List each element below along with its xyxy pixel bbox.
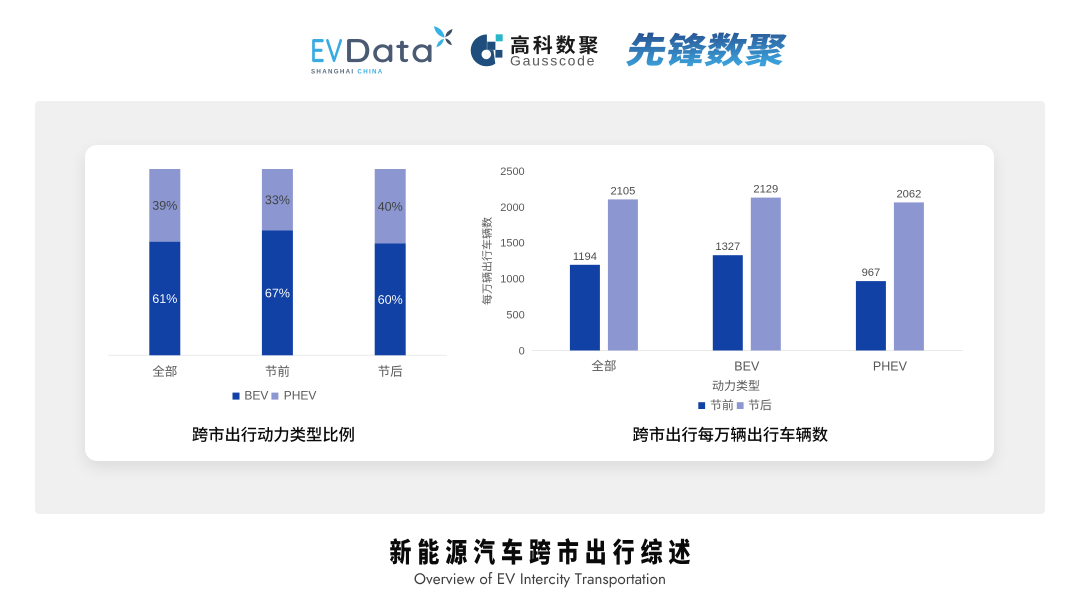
svg-text:BEV: BEV	[244, 389, 268, 403]
svg-text:2129: 2129	[753, 184, 778, 196]
svg-text:2500: 2500	[500, 166, 524, 178]
svg-text:PHEV: PHEV	[873, 359, 908, 373]
svg-text:SHANGHAI CHINA: SHANGHAI CHINA	[311, 69, 384, 76]
svg-text:1000: 1000	[500, 274, 524, 286]
svg-text:2000: 2000	[500, 202, 524, 214]
svg-text:Gausscode: Gausscode	[510, 52, 596, 68]
svg-text:500: 500	[506, 310, 524, 322]
svg-text:PHEV: PHEV	[284, 389, 317, 403]
svg-text:0: 0	[519, 345, 525, 357]
svg-text:2062: 2062	[896, 188, 921, 200]
svg-text:1194: 1194	[573, 251, 597, 263]
svg-text:1327: 1327	[715, 241, 740, 253]
svg-text:BEV: BEV	[734, 359, 760, 373]
svg-text:1500: 1500	[500, 238, 524, 250]
svg-text:2105: 2105	[610, 185, 635, 197]
svg-text:967: 967	[862, 267, 881, 279]
